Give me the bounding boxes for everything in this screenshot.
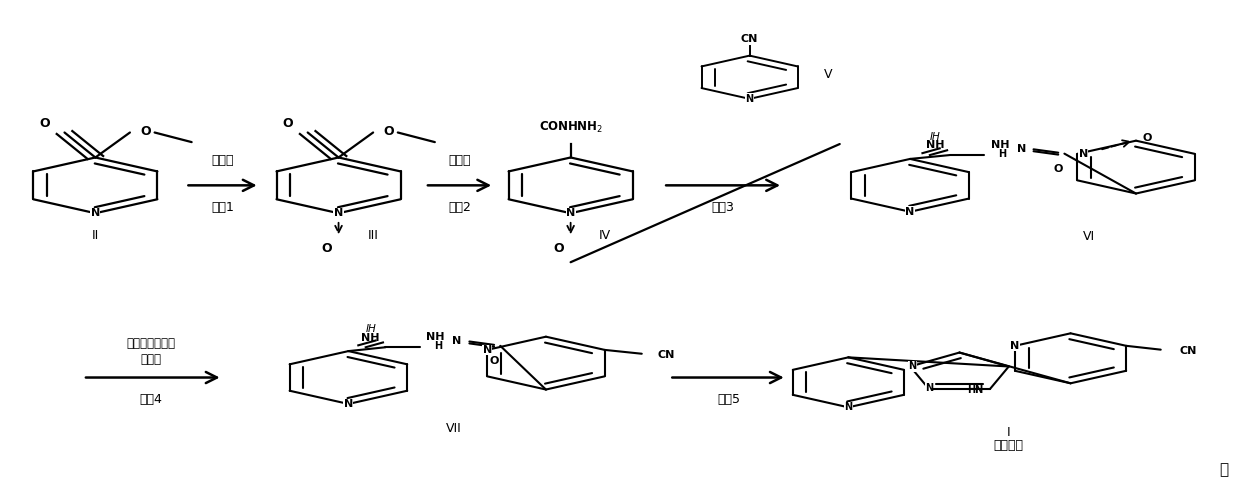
Text: N: N: [482, 345, 492, 355]
Text: N: N: [745, 94, 754, 104]
Text: 。: 。: [1219, 463, 1229, 477]
Text: O: O: [490, 356, 498, 366]
Text: N: N: [453, 336, 461, 347]
Text: III: III: [368, 228, 378, 242]
Text: HN: HN: [967, 385, 983, 396]
Text: NH: NH: [361, 332, 379, 343]
Text: N: N: [844, 402, 852, 412]
Text: 步骤1: 步骤1: [211, 201, 234, 214]
Text: 托吡司他: 托吡司他: [993, 438, 1024, 451]
Text: 氧化剂: 氧化剂: [211, 154, 234, 167]
Text: N: N: [1011, 341, 1019, 351]
Text: N: N: [91, 208, 100, 218]
Text: 水合肼: 水合肼: [449, 154, 471, 167]
Text: O: O: [283, 117, 293, 130]
Text: O: O: [1054, 164, 1063, 174]
Text: I: I: [1007, 426, 1011, 438]
Text: O: O: [140, 125, 151, 138]
Text: N: N: [925, 383, 932, 393]
Text: N: N: [909, 362, 916, 371]
Text: 二甲氨基甲酰氯: 二甲氨基甲酰氯: [126, 337, 175, 349]
Text: 步骤3: 步骤3: [711, 201, 734, 214]
Text: CN: CN: [742, 35, 759, 44]
Text: IH: IH: [366, 324, 376, 334]
Text: N: N: [565, 208, 575, 218]
Text: O: O: [1143, 133, 1152, 143]
Text: CONHNH$_2$: CONHNH$_2$: [538, 120, 603, 135]
Text: CN: CN: [657, 350, 675, 360]
Text: 步骤5: 步骤5: [717, 393, 740, 406]
Text: IH: IH: [930, 132, 940, 142]
Text: O: O: [553, 242, 564, 255]
Text: O: O: [40, 117, 50, 130]
Text: 步骤4: 步骤4: [139, 393, 162, 406]
Text: V: V: [823, 69, 832, 81]
Text: N: N: [1079, 149, 1087, 159]
Text: H: H: [998, 149, 1007, 159]
Text: 步骤2: 步骤2: [448, 201, 471, 214]
Text: N: N: [905, 207, 915, 217]
Text: N: N: [1017, 144, 1025, 155]
Text: NH: NH: [425, 331, 444, 342]
Text: O: O: [384, 125, 394, 138]
Text: VII: VII: [445, 422, 461, 435]
Text: VI: VI: [1083, 230, 1095, 243]
Text: N: N: [343, 399, 353, 409]
Text: II: II: [92, 228, 99, 242]
Text: CN: CN: [1179, 346, 1197, 356]
Text: NH: NH: [925, 140, 944, 151]
Text: 氧化物: 氧化物: [140, 352, 161, 365]
Text: N: N: [334, 208, 343, 218]
Text: IV: IV: [599, 228, 611, 242]
Text: NH: NH: [991, 139, 1009, 150]
Text: H: H: [434, 341, 443, 351]
Text: O: O: [321, 242, 331, 255]
